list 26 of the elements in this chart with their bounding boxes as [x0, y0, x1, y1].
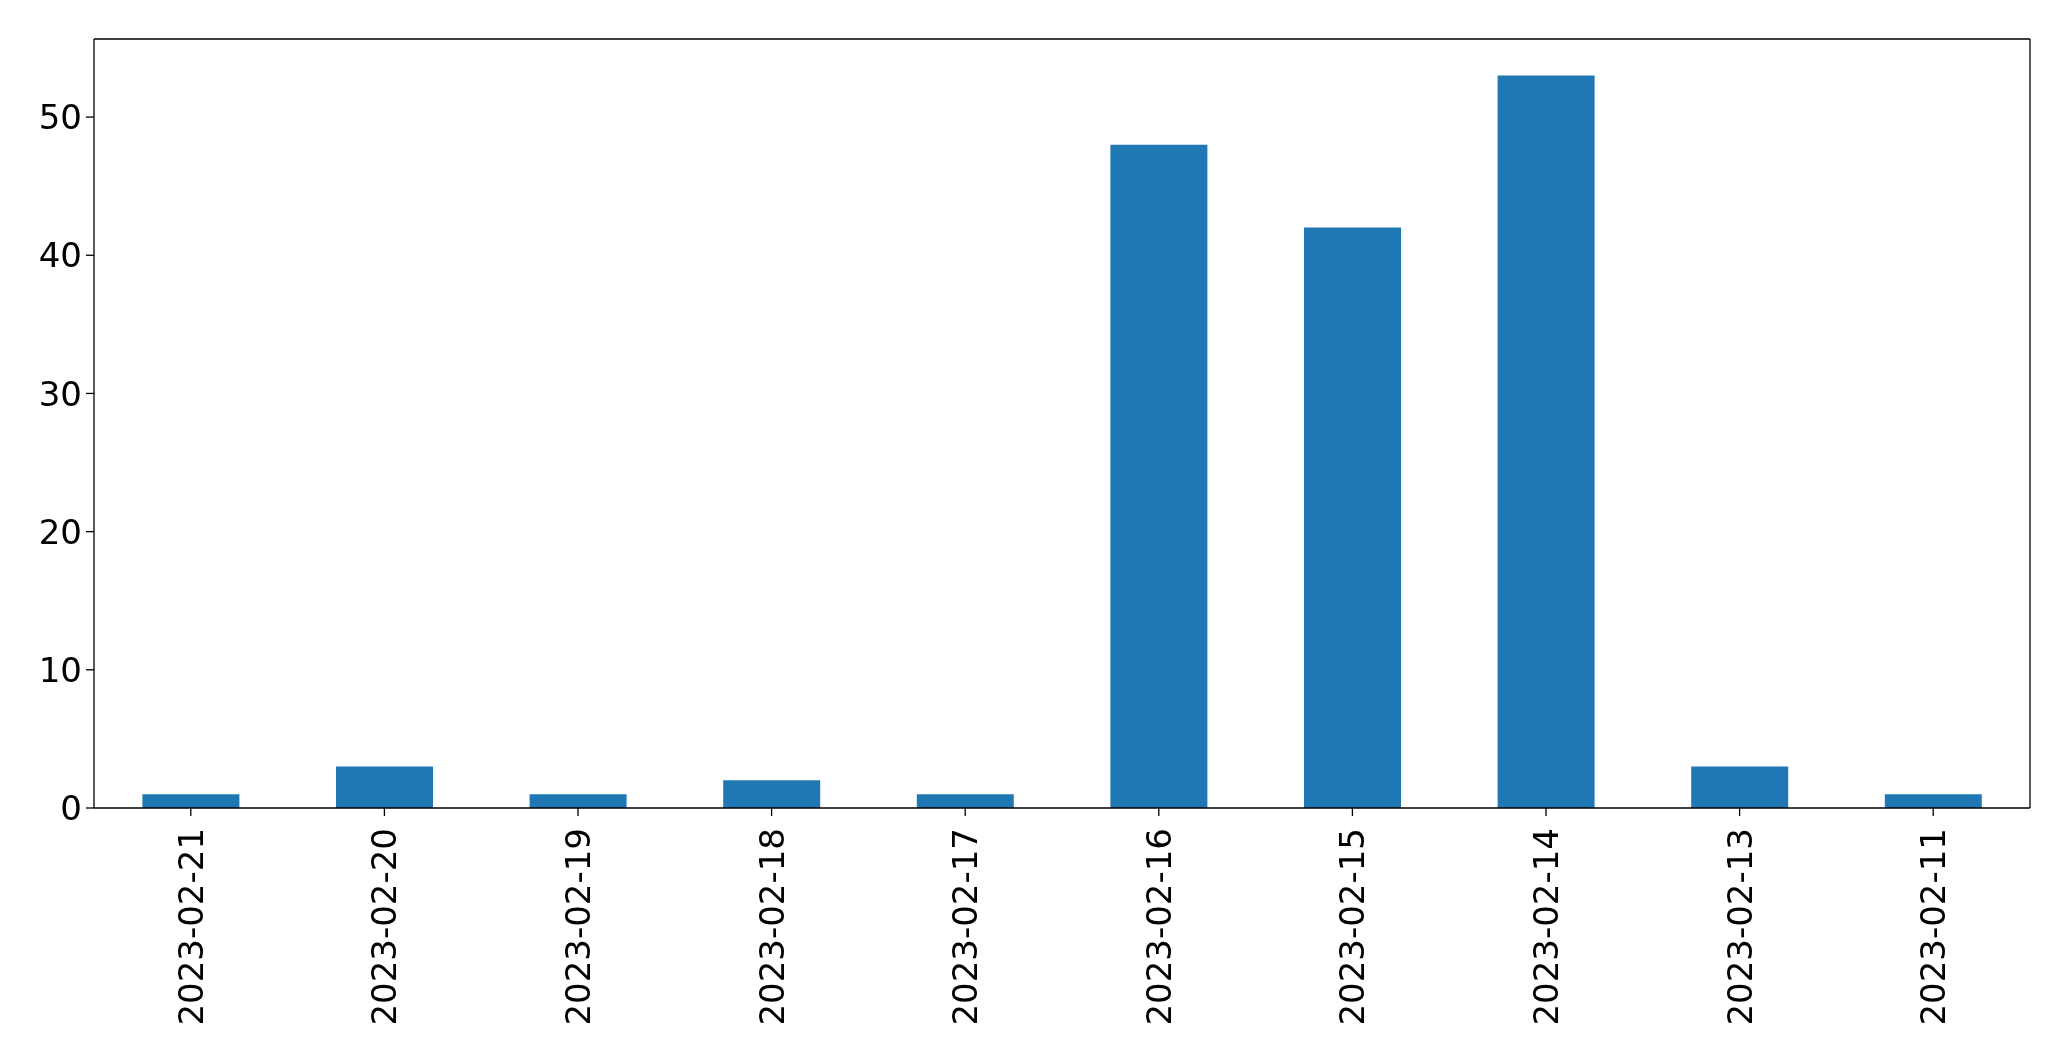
y-tick-label: 20 — [38, 511, 82, 552]
y-tick-label: 30 — [38, 373, 82, 414]
bar — [336, 766, 433, 808]
x-tick-label: 2023-02-15 — [1332, 828, 1373, 1026]
x-tick-label: 2023-02-13 — [1719, 828, 1760, 1026]
y-tick-label: 10 — [38, 649, 82, 690]
x-tick-label: 2023-02-14 — [1526, 828, 1566, 1026]
x-tick-label: 2023-02-11 — [1913, 828, 1954, 1026]
x-tick-label: 2023-02-21 — [170, 828, 211, 1026]
bar — [1691, 766, 1789, 808]
x-tick-label: 2023-02-19 — [558, 828, 598, 1026]
x-tick-label: 2023-02-17 — [945, 828, 986, 1026]
x-tick-label: 2023-02-20 — [364, 828, 405, 1026]
x-tick-label: 2023-02-16 — [1138, 828, 1179, 1026]
bar — [529, 794, 627, 808]
bar — [916, 794, 1014, 808]
y-tick-label: 0 — [60, 788, 82, 829]
bar — [1304, 227, 1401, 808]
bar — [723, 780, 821, 808]
bar — [1884, 794, 1982, 808]
y-tick-label: 40 — [38, 235, 82, 276]
bar — [1497, 75, 1595, 808]
bar — [1110, 144, 1208, 808]
bar — [142, 794, 240, 808]
y-tick-label: 50 — [38, 97, 82, 138]
x-tick-label: 2023-02-18 — [751, 828, 792, 1026]
